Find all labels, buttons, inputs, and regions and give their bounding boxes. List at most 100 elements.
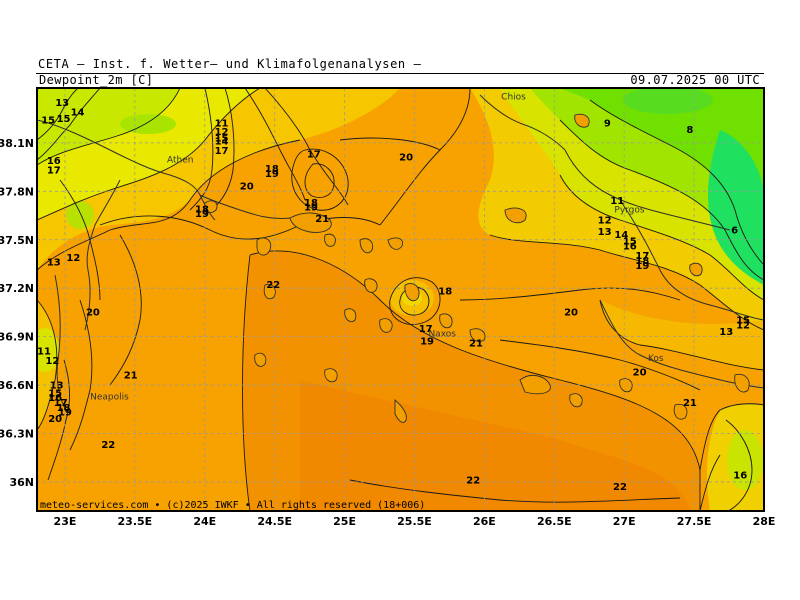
lat-tick-label: 36N xyxy=(9,476,34,489)
lon-tick-label: 24E xyxy=(193,515,216,528)
contour-value-label: 19 xyxy=(635,261,649,272)
contour-value-label: 13 xyxy=(50,380,64,391)
contour-value-label: 22 xyxy=(466,476,480,487)
lon-tick-label: 23E xyxy=(54,515,77,528)
contour-value-label: 11 xyxy=(610,196,624,207)
contour-value-label: 9 xyxy=(604,119,611,130)
contour-lines xyxy=(37,88,764,511)
contour-value-label: 20 xyxy=(564,308,578,319)
parameter-label: Dewpoint_2m [C] xyxy=(39,73,154,87)
map-field xyxy=(37,88,764,511)
contour-value-label: 14 xyxy=(614,230,628,241)
contour-value-label: 18 xyxy=(304,198,318,209)
lon-tick-label: 25E xyxy=(333,515,356,528)
contour-value-label: 15 xyxy=(57,114,71,125)
lon-tick-label: 26E xyxy=(473,515,496,528)
coastlines xyxy=(37,94,764,411)
field-yellow-se xyxy=(600,300,764,370)
contour-value-label: 15 xyxy=(41,116,55,127)
contour-value-label: 15 xyxy=(48,388,62,399)
field-green-blob xyxy=(623,88,713,114)
contour-value-label: 21 xyxy=(683,398,697,409)
contour-value-label: 15 xyxy=(623,237,637,248)
place-label: Pyrgos xyxy=(614,205,645,215)
contour-value-label: 18 xyxy=(635,256,649,267)
contour-value-label: 12 xyxy=(45,356,59,367)
contour-value-label: 18 xyxy=(438,287,452,298)
contour-value-label: 18 xyxy=(265,164,279,175)
contour-value-label: 17 xyxy=(307,149,321,160)
contour-value-label: 22 xyxy=(613,482,627,493)
contour-value-label: 14 xyxy=(215,137,229,148)
place-label: Kos xyxy=(648,354,664,364)
contour-value-label: 19 xyxy=(58,408,72,419)
contour-value-label: 22 xyxy=(101,440,115,451)
contour-value-label: 17 xyxy=(47,166,61,177)
lon-tick-label: 23.5E xyxy=(118,515,153,528)
contour-value-label: 12 xyxy=(598,216,612,227)
contour-value-label: 19 xyxy=(420,337,434,348)
title-bar: Dewpoint_2m [C] 09.07.2025 00 UTC xyxy=(36,73,764,88)
footer-credit: meteo-services.com • (c)2025 IWKF • All … xyxy=(40,500,425,511)
latitude-axis: 38.1N 37.8N 37.5N 37.2N 36.9N 36.6N 36.3N 36N xyxy=(0,137,34,489)
contour-value-label: 11 xyxy=(215,119,229,130)
contour-value-label: 15 xyxy=(736,316,750,327)
contour-value-label: 20 xyxy=(399,153,413,164)
lat-tick-label: 37.8N xyxy=(0,185,34,198)
contour-value-label: 17 xyxy=(54,398,68,409)
lat-tick-label: 37.5N xyxy=(0,234,34,247)
source-header: CETA — Inst. f. Wetter— und Klimafolgena… xyxy=(38,57,422,71)
map-frame xyxy=(36,87,765,512)
contour-value-label: 17 xyxy=(635,251,649,262)
longitude-axis: 23E 23.5E 24E 24.5E 25E 25.5E 26E 26.5E 27E 27.5E… xyxy=(54,515,776,528)
field-green-far-se xyxy=(727,430,763,490)
islands xyxy=(204,113,750,423)
field-green-east xyxy=(560,88,764,265)
contour-value-label: 16 xyxy=(733,471,747,482)
contour-value-label: 18 xyxy=(57,403,71,414)
contour-value-label: 20 xyxy=(86,308,100,319)
place-label: Naxos xyxy=(428,330,456,340)
contour-value-label: 13 xyxy=(47,258,61,269)
contour-value-label: 20 xyxy=(48,414,62,425)
field-green-spot-nw xyxy=(120,114,176,134)
grid-lines xyxy=(37,88,764,511)
lon-tick-label: 27.5E xyxy=(677,515,712,528)
contour-value-label: 8 xyxy=(686,125,693,136)
lat-tick-label: 36.3N xyxy=(0,428,34,441)
contour-value-label: 16 xyxy=(47,156,61,167)
lon-tick-label: 27E xyxy=(613,515,636,528)
contour-value-label: 19 xyxy=(195,209,209,220)
contour-value-label: 13 xyxy=(598,227,612,238)
contour-value-label: 16 xyxy=(623,241,637,252)
place-label: Athen xyxy=(167,155,193,165)
contour-value-label: 18 xyxy=(195,204,209,215)
contour-value-label: 21 xyxy=(124,371,138,382)
contour-value-label: 21 xyxy=(469,338,483,349)
contour-value-label: 13 xyxy=(719,327,733,338)
contour-value-label: 17 xyxy=(419,324,433,335)
lat-tick-label: 38.1N xyxy=(0,137,34,150)
lon-tick-label: 25.5E xyxy=(397,515,432,528)
contour-value-label: 17 xyxy=(215,146,229,157)
contour-value-label: 13 xyxy=(55,98,69,109)
lon-tick-label: 24.5E xyxy=(257,515,292,528)
field-w-spot xyxy=(66,201,94,229)
contour-value-label: 11 xyxy=(37,346,51,357)
contour-value-label: 21 xyxy=(315,214,329,225)
contour-value-label: 12 xyxy=(736,321,750,332)
contour-value-label: 20 xyxy=(240,182,254,193)
contour-value-label: 15 xyxy=(215,133,229,144)
contour-value-label: 19 xyxy=(265,169,279,180)
contour-value-label: 20 xyxy=(633,367,647,378)
contour-value-label: 6 xyxy=(731,225,738,236)
contour-value-label: 16 xyxy=(48,393,62,404)
valid-time-label: 09.07.2025 00 UTC xyxy=(630,73,760,87)
lon-tick-label: 28E xyxy=(753,515,776,528)
contour-value-label: 22 xyxy=(266,280,280,291)
contour-value-label: 19 xyxy=(304,203,318,214)
field-greenyellow-nw xyxy=(37,88,180,165)
field-sw-spot xyxy=(37,328,59,372)
lat-tick-label: 36.9N xyxy=(0,331,34,344)
